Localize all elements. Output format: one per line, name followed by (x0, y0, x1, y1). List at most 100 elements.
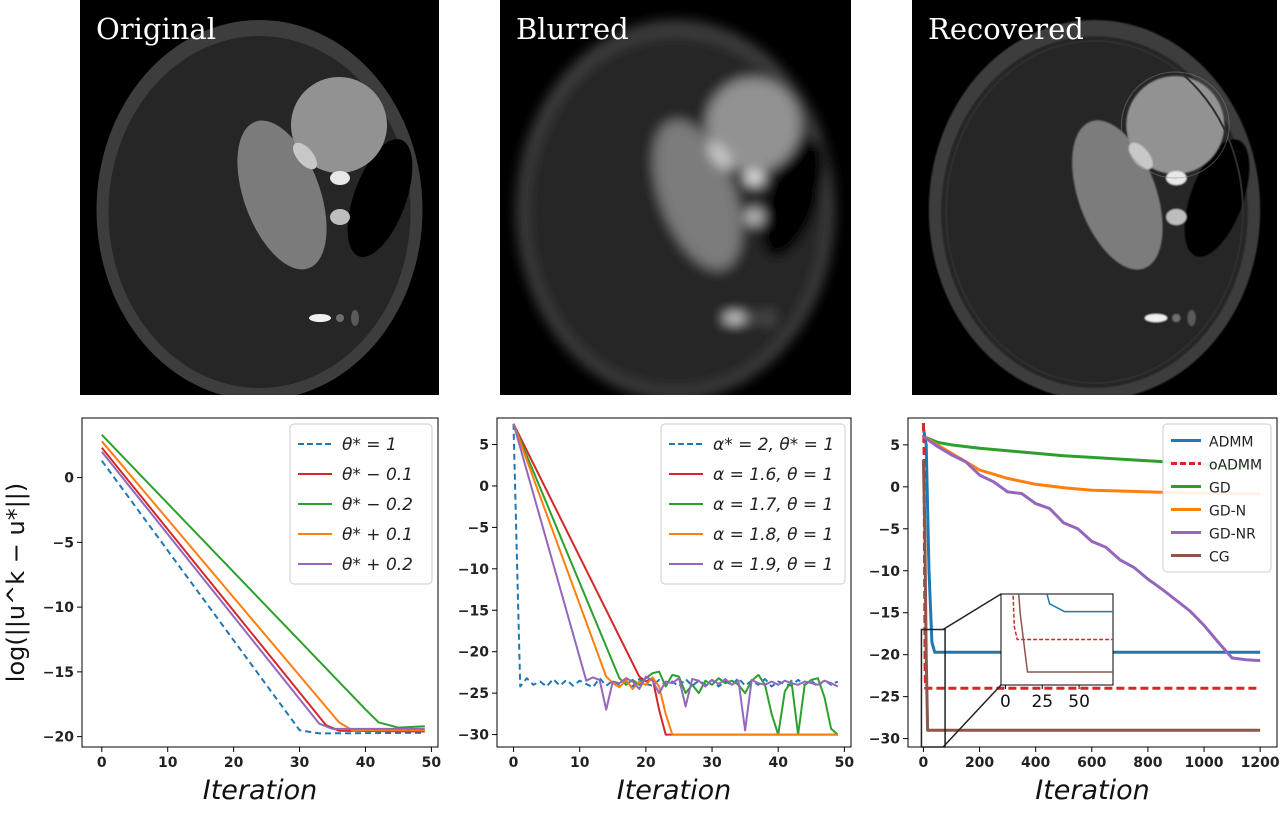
y-tick-label: 5 (479, 438, 489, 454)
y-tick-label: −20 (43, 730, 74, 746)
phantom-shapes (928, 20, 1261, 395)
overlap-crescent (1128, 142, 1153, 170)
y-tick-label: −5 (879, 522, 900, 538)
legend-box (289, 423, 433, 585)
legend-box (660, 423, 846, 585)
series-line-1 (921, 427, 1261, 654)
legend-label: θ* + 0.2 (342, 555, 413, 575)
x-tick-label: 50 (422, 755, 442, 771)
legend-label: θ* − 0.1 (342, 465, 413, 485)
x-tick-label: 0 (509, 755, 519, 771)
legend-label: GD-NR (1209, 527, 1256, 543)
legend-label: α = 1.8, θ = 1 (713, 525, 833, 545)
bottom-tall-dot (1187, 310, 1196, 326)
legend-label: oADMM (1209, 458, 1262, 474)
series-line-6 (921, 459, 1261, 732)
y-tick-label: −20 (869, 648, 900, 664)
series-line-5 (512, 423, 839, 732)
y-tick-label: −5 (468, 520, 489, 536)
legend-label: α = 1.6, θ = 1 (713, 465, 833, 485)
x-tick-label: 600 (1077, 755, 1106, 771)
bottom-bright-dot (723, 314, 746, 322)
y-tick-label: −10 (458, 562, 489, 578)
y-tick-label: −10 (869, 564, 900, 580)
inset-series (1012, 594, 1113, 673)
ringing-artifact (945, 40, 1244, 384)
legend-label: GD-N (1209, 504, 1246, 520)
bottom-bright-dot (309, 314, 331, 322)
y-tick-label: 0 (479, 479, 489, 495)
legend-label: θ* = 1 (342, 435, 397, 455)
original-title: Original (96, 12, 216, 46)
ringing-artifact-circle (1120, 71, 1230, 179)
x-tick-label: 30 (290, 755, 310, 771)
y-tick-label: −25 (869, 690, 900, 706)
legend-label: CG (1209, 550, 1230, 566)
inset-chart: 0 25 50 (1000, 593, 1114, 712)
convergence-charts: 0 10 20 30 40 500−5−10−15−20Iterationlog(||u^… (2, 417, 1280, 806)
x-tick-label: 50 (835, 755, 855, 771)
small-grey-ellipse (744, 209, 764, 225)
dark-ellipse (347, 139, 413, 257)
series-line-3 (512, 423, 839, 736)
legend-box (1162, 423, 1272, 573)
y-tick-label: −15 (458, 603, 489, 619)
blurred-title: Blurred (516, 12, 629, 46)
top-circle (706, 78, 801, 172)
legend-label: θ* − 0.2 (342, 495, 413, 515)
inset-x-tick-label: 0 (1000, 692, 1011, 712)
x-tick-label: 800 (1133, 755, 1162, 771)
small-bright-ellipse (330, 171, 350, 185)
y-tick-label: −15 (43, 665, 74, 681)
series-line-4 (101, 440, 425, 732)
x-tick-label: 30 (702, 755, 722, 771)
bottom-tall-dot (764, 310, 773, 326)
legend-label: α* = 2, θ* = 1 (713, 435, 834, 455)
y-tick-label: −15 (869, 606, 900, 622)
x-tick-label: 10 (570, 755, 590, 771)
x-tick-label: 200 (965, 755, 994, 771)
y-tick-label: −30 (458, 728, 489, 744)
x-tick-label: 40 (768, 755, 788, 771)
small-grey-ellipse (330, 209, 350, 225)
top-circle (1126, 76, 1225, 174)
y-tick-label: −20 (458, 645, 489, 661)
x-tick-label: 40 (356, 755, 376, 771)
legend-label: α = 1.9, θ = 1 (713, 555, 833, 575)
series-group (512, 423, 839, 736)
inset-x-tick-label: 25 (1031, 692, 1053, 712)
original-phantom-image (96, 20, 423, 395)
y-tick-label: −10 (43, 600, 74, 616)
series-line-5 (922, 435, 1261, 663)
x-axis-label: Iteration (1035, 775, 1150, 806)
y-tick-label: 5 (890, 438, 900, 454)
y-axis-label: log(||u^k − u*||) (2, 483, 30, 682)
x-tick-label: 400 (1021, 755, 1050, 771)
y-tick-label: 0 (64, 471, 74, 487)
legend: θ* = 1 θ* − 0.1 θ* − 0.2 θ* + 0.1 θ* + 0.2 (289, 423, 433, 585)
recovered-phantom-image (928, 20, 1261, 395)
series-line-3 (101, 434, 425, 729)
recovered-image-panel: Recovered (912, 0, 1277, 395)
x-tick-label: 20 (636, 755, 656, 771)
bottom-small-dot (750, 314, 759, 322)
phantom-shapes (96, 20, 423, 395)
y-tick-label: −25 (458, 686, 489, 702)
zoom-connector (942, 684, 1002, 748)
series-group (100, 434, 425, 735)
bottom-tall-dot (351, 310, 359, 326)
legend-label: θ* + 0.1 (342, 525, 413, 545)
zoom-connector (942, 593, 1002, 631)
series-line-1 (512, 423, 839, 689)
top-circle (291, 77, 387, 173)
x-axis-label: Iteration (617, 775, 732, 806)
chart-3: 0 200 400 600 800 1000 120050−5−10−15−20−25−30… (869, 417, 1280, 806)
chart-2: 0 10 20 30 40 5050−5−10−15−20−25−30Iterationα… (458, 417, 855, 806)
small-bright-ellipse (744, 171, 764, 185)
small-grey-ellipse (1166, 209, 1187, 225)
bottom-bright-dot (1144, 314, 1168, 322)
recovered-title: Recovered (928, 12, 1084, 46)
series-line-1 (100, 460, 425, 735)
x-tick-label: 0 (919, 755, 929, 771)
chart-1: 0 10 20 30 40 50 0 −5 −10 −15 −20 Iteration log(||u^… (2, 417, 442, 806)
